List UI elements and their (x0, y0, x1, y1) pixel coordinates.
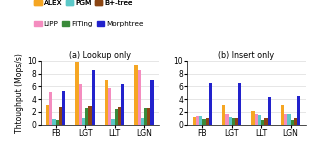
Bar (281, 105, 284, 125)
Bar (76, 62, 79, 125)
Bar (150, 80, 154, 125)
Bar (251, 111, 255, 125)
Bar (121, 84, 124, 125)
Bar (49, 92, 52, 125)
Bar (206, 118, 209, 125)
Bar (105, 80, 108, 125)
Bar (225, 114, 228, 125)
Bar (261, 119, 265, 125)
Bar (202, 119, 206, 125)
Bar (118, 107, 121, 125)
Bar (238, 83, 241, 125)
Bar (52, 119, 56, 125)
Bar (88, 106, 92, 125)
Legend: LIPP, FITing, Morphtree: LIPP, FITing, Morphtree (34, 21, 144, 27)
Bar (228, 117, 232, 125)
Bar (46, 105, 49, 125)
Legend: ALEX, PGM, B+-tree: ALEX, PGM, B+-tree (34, 0, 133, 6)
Title: (a) Lookup only: (a) Lookup only (69, 51, 131, 60)
Bar (287, 114, 291, 125)
Bar (138, 70, 141, 125)
Bar (134, 65, 138, 125)
Bar (108, 88, 111, 125)
Bar (291, 119, 294, 125)
Bar (255, 114, 258, 125)
Title: (b) Insert only: (b) Insert only (218, 51, 275, 60)
Bar (82, 118, 85, 125)
Bar (59, 107, 62, 125)
Bar (294, 118, 297, 125)
Bar (284, 114, 287, 125)
Bar (144, 108, 147, 125)
Bar (268, 97, 271, 125)
Bar (62, 91, 66, 125)
Bar (265, 118, 268, 125)
Y-axis label: Thtoughput (Mops/s): Thtoughput (Mops/s) (15, 53, 24, 133)
Bar (193, 117, 196, 125)
Bar (79, 84, 82, 125)
Bar (196, 116, 199, 125)
Bar (222, 105, 225, 125)
Bar (92, 70, 95, 125)
Bar (297, 96, 300, 125)
Bar (56, 119, 59, 125)
Bar (141, 118, 144, 125)
Bar (147, 108, 150, 125)
Bar (111, 119, 115, 125)
Bar (199, 116, 202, 125)
Bar (235, 118, 238, 125)
Bar (85, 108, 88, 125)
Bar (258, 115, 261, 125)
Bar (115, 109, 118, 125)
Bar (209, 83, 212, 125)
Bar (232, 118, 235, 125)
